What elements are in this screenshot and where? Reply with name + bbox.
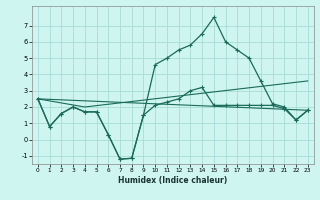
X-axis label: Humidex (Indice chaleur): Humidex (Indice chaleur): [118, 176, 228, 185]
